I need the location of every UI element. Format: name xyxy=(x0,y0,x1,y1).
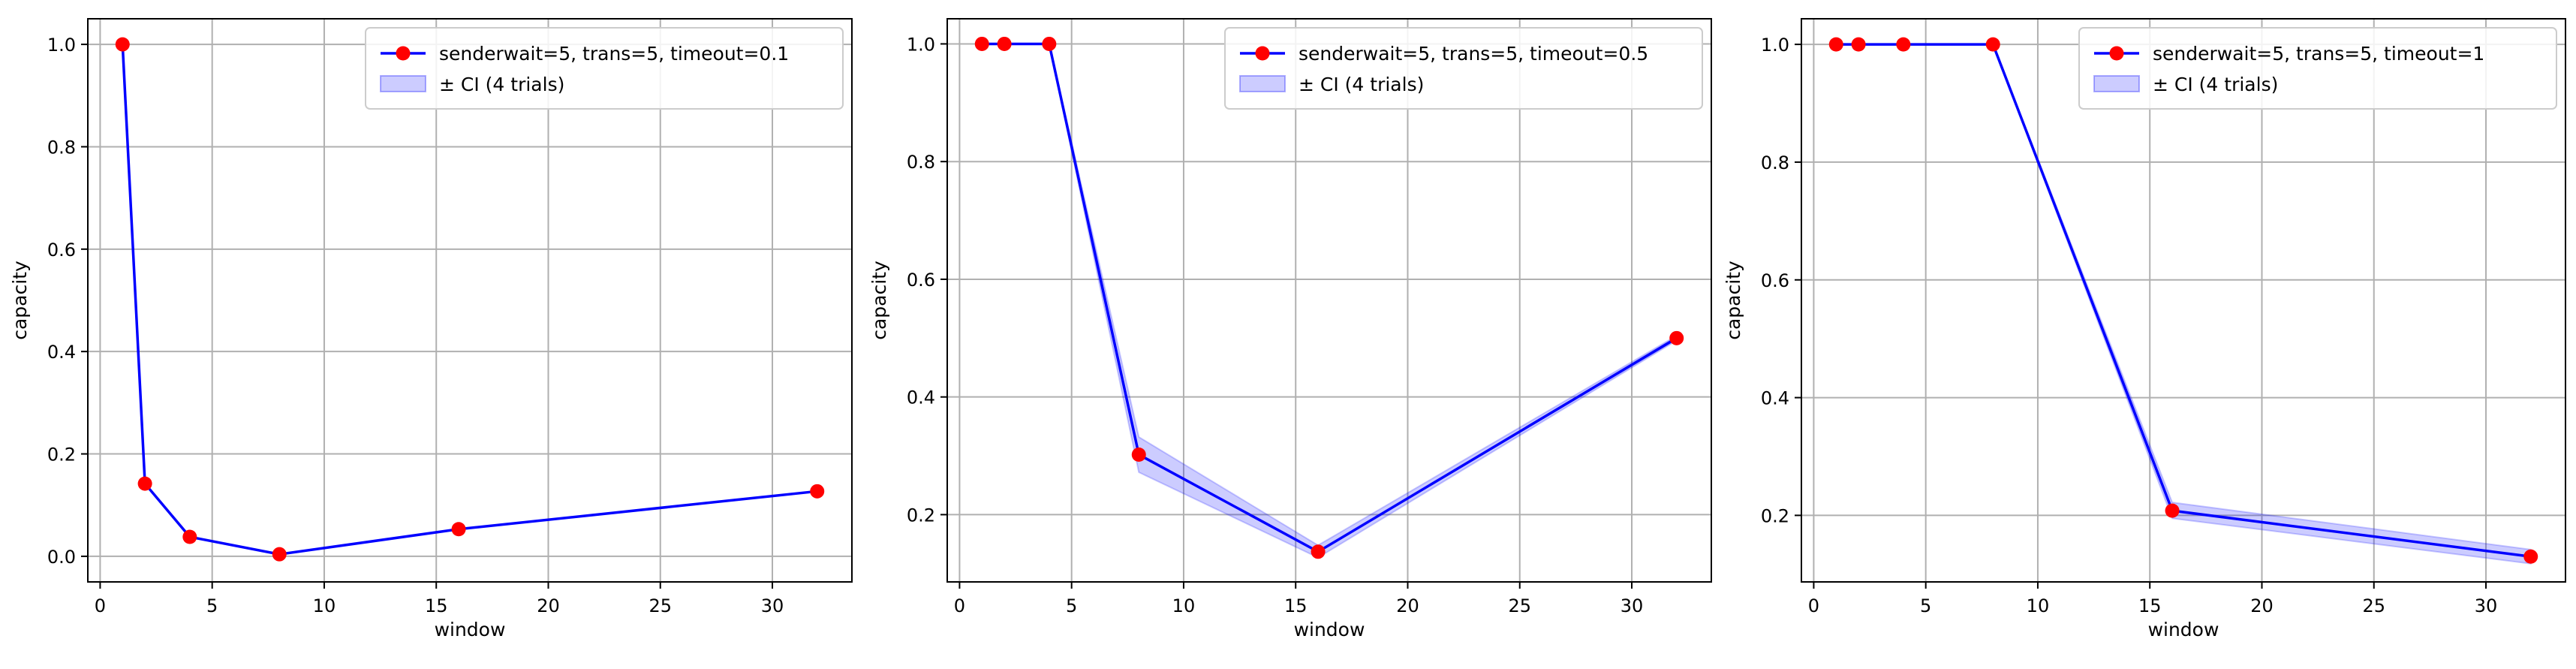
x-tick-label: 25 xyxy=(1508,595,1531,616)
grid xyxy=(1801,19,2565,582)
axes-frame xyxy=(1801,18,2566,583)
data-point xyxy=(115,37,130,52)
data-point xyxy=(451,522,466,537)
legend-ci-label: ± CI (4 trials) xyxy=(2153,74,2278,95)
legend: senderwait=5, trans=5, timeout=1 ± CI (4 … xyxy=(2078,27,2557,110)
x-tick-label: 10 xyxy=(1172,595,1196,616)
data-point xyxy=(1828,37,1843,52)
x-tick-label: 5 xyxy=(1920,595,1931,616)
legend-series-label: senderwait=5, trans=5, timeout=0.5 xyxy=(1299,43,1648,65)
x-tick-label: 20 xyxy=(1396,595,1419,616)
data-point xyxy=(1896,37,1911,52)
legend-frame xyxy=(365,27,844,110)
y-tick-label: 0.4 xyxy=(47,342,76,363)
ci-band xyxy=(122,44,817,556)
grid xyxy=(947,19,1711,582)
chart-panel-1: 0 5 10 15 20 25 30 0.0 0.2 0.4 0.6 0.8 1.0 window capa… xyxy=(9,18,853,640)
legend-ci-swatch xyxy=(2093,75,2140,92)
x-tick-label: 10 xyxy=(2027,595,2050,616)
y-tick-label: 0.0 xyxy=(47,547,76,568)
y-tick-label: 1.0 xyxy=(1761,35,1789,56)
axes-frame xyxy=(87,18,853,583)
legend-ci-swatch xyxy=(380,75,426,92)
data-point xyxy=(810,484,825,499)
y-tick-label: 0.6 xyxy=(1761,270,1789,291)
x-axis-label: window xyxy=(1294,619,1365,640)
data-point xyxy=(1851,37,1866,52)
x-tick-label: 20 xyxy=(2250,595,2274,616)
x-tick-label: 30 xyxy=(761,595,784,616)
x-tick-label: 10 xyxy=(313,595,336,616)
x-tick-label: 5 xyxy=(206,595,218,616)
y-axis-label: capacity xyxy=(9,261,31,340)
legend-marker-swatch xyxy=(1255,46,1270,61)
y-tick-label: 0.2 xyxy=(47,444,76,466)
data-point xyxy=(1985,37,2000,52)
legend-marker-swatch xyxy=(396,46,411,61)
x-tick-label: 25 xyxy=(2362,595,2385,616)
legend-series-label: senderwait=5, trans=5, timeout=0.1 xyxy=(439,43,789,65)
y-tick-label: 0.6 xyxy=(47,240,76,261)
x-axis-label: window xyxy=(435,619,506,640)
y-tick-label: 1.0 xyxy=(47,35,76,56)
x-tick-label: 25 xyxy=(649,595,672,616)
legend-marker-swatch xyxy=(2109,46,2124,61)
legend-ci-swatch xyxy=(1239,75,1286,92)
legend-ci-label: ± CI (4 trials) xyxy=(1299,74,1424,95)
data-point xyxy=(182,529,197,544)
x-tick-label: 30 xyxy=(1621,595,1644,616)
legend-frame xyxy=(1224,27,1703,110)
x-tick-label: 0 xyxy=(954,595,965,616)
axes-frame xyxy=(946,18,1712,583)
y-tick-label: 0.8 xyxy=(1761,152,1789,173)
x-tick-label: 30 xyxy=(2475,595,2498,616)
y-axis-label: capacity xyxy=(868,261,890,340)
y-tick-label: 0.8 xyxy=(907,152,935,173)
data-point xyxy=(974,36,989,51)
chart-panel-3: 0 5 10 15 20 25 30 0.2 0.4 0.6 0.8 1.0 window capacit… xyxy=(1723,18,2566,640)
ci-band xyxy=(982,43,1678,559)
series-line xyxy=(121,44,817,556)
chart-panel-2: 0 5 10 15 20 25 30 0.2 0.4 0.6 0.8 1.0 window capacit… xyxy=(868,18,1712,640)
data-point xyxy=(1311,544,1326,559)
x-tick-label: 20 xyxy=(537,595,560,616)
data-point xyxy=(1042,36,1057,51)
data-point xyxy=(272,547,287,562)
x-tick-label: 0 xyxy=(95,595,106,616)
legend-ci-label: ± CI (4 trials) xyxy=(439,74,564,95)
legend: senderwait=5, trans=5, timeout=0.5 ± CI (… xyxy=(1224,27,1703,110)
x-tick-label: 0 xyxy=(1808,595,1819,616)
x-axis-label: window xyxy=(2148,619,2219,640)
y-tick-label: 0.4 xyxy=(907,387,935,408)
y-tick-label: 0.4 xyxy=(1761,388,1789,409)
y-tick-label: 1.0 xyxy=(907,34,935,55)
x-tick-label: 15 xyxy=(2138,595,2162,616)
ci-band xyxy=(1836,44,2532,565)
data-point xyxy=(1669,330,1684,345)
y-tick-label: 0.6 xyxy=(907,270,935,291)
data-point xyxy=(1131,447,1146,462)
series-line xyxy=(982,42,1678,553)
x-tick-label: 15 xyxy=(425,595,448,616)
data-point xyxy=(997,36,1012,51)
x-tick-label: 15 xyxy=(1284,595,1308,616)
legend: senderwait=5, trans=5, timeout=0.1 ± CI (… xyxy=(365,27,844,110)
y-tick-label: 0.2 xyxy=(907,505,935,526)
data-point xyxy=(137,476,152,491)
legend-frame xyxy=(2078,27,2557,110)
legend-series-label: senderwait=5, trans=5, timeout=1 xyxy=(2153,43,2484,65)
data-point xyxy=(2165,503,2180,518)
y-tick-label: 0.2 xyxy=(1761,505,1789,526)
y-axis-label: capacity xyxy=(1723,261,1744,340)
x-tick-label: 5 xyxy=(1066,595,1077,616)
data-point xyxy=(2523,549,2538,564)
series-line xyxy=(1836,43,2531,559)
y-tick-label: 0.8 xyxy=(47,137,76,158)
